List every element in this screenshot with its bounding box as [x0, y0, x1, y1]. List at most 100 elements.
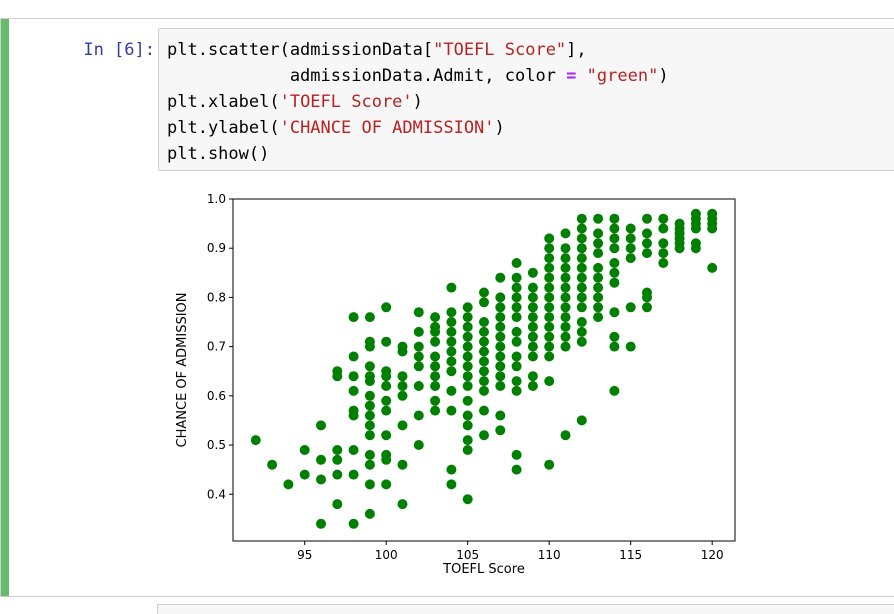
- scatter-point: [348, 371, 359, 382]
- scatter-point: [397, 420, 408, 431]
- scatter-point: [642, 238, 652, 249]
- code-editor[interactable]: plt.scatter(admissionData["TOEFL Score"]…: [158, 28, 894, 171]
- scatter-point: [560, 302, 571, 313]
- scatter-point: [283, 479, 294, 490]
- scatter-point: [364, 410, 375, 421]
- code-line-5: plt.show(): [167, 144, 270, 164]
- scatter-point: [511, 385, 522, 396]
- scatter-point: [364, 390, 375, 401]
- scatter-point: [544, 376, 555, 387]
- scatter-point: [658, 248, 669, 259]
- y-tick-label: 0.6: [207, 389, 226, 403]
- scatter-point: [430, 405, 441, 416]
- scatter-point: [413, 361, 424, 372]
- scatter-point: [642, 213, 652, 224]
- scatter-point: [527, 312, 538, 323]
- scatter-point: [479, 430, 489, 441]
- scatter-point: [544, 262, 555, 273]
- scatter-point: [381, 479, 392, 490]
- scatter-point: [544, 243, 555, 254]
- scatter-point: [609, 385, 620, 396]
- scatter-point: [381, 449, 392, 460]
- scatter-point: [576, 243, 587, 254]
- cell-selection-bar: [1, 19, 9, 596]
- y-tick-label: 0.9: [207, 241, 226, 255]
- scatter-point: [332, 454, 343, 465]
- scatter-point: [690, 208, 701, 219]
- scatter-point: [430, 336, 441, 347]
- x-tick-label: 100: [375, 548, 398, 562]
- scatter-point: [299, 469, 310, 480]
- scatter-point: [446, 464, 457, 475]
- scatter-point: [707, 208, 718, 219]
- scatter-point: [446, 317, 457, 327]
- scatter-point: [593, 302, 604, 313]
- scatter-point: [348, 385, 359, 396]
- scatter-point: [527, 371, 538, 382]
- plot-frame: [232, 198, 736, 542]
- scatter-point: [658, 213, 669, 224]
- scatter-point: [544, 233, 555, 244]
- scatter-point: [544, 282, 555, 293]
- scatter-point: [576, 213, 587, 224]
- y-tick-label: 0.4: [207, 487, 226, 501]
- scatter-point: [479, 287, 489, 298]
- scatter-point: [609, 307, 620, 318]
- scatter-point: [576, 272, 587, 283]
- scatter-point: [560, 253, 571, 264]
- scatter-point: [609, 331, 620, 342]
- scatter-point: [511, 336, 522, 347]
- next-cell-editor[interactable]: [157, 604, 894, 614]
- scatter-point: [544, 341, 555, 352]
- scatter-point: [446, 356, 457, 367]
- scatter-point: [544, 459, 555, 470]
- scatter-point: [593, 213, 604, 224]
- scatter-point: [560, 282, 571, 293]
- scatter-point: [364, 400, 375, 411]
- scatter-point: [446, 385, 457, 396]
- code-line-2: admissionData.Admit, color = "green"): [167, 66, 669, 86]
- scatter-point: [609, 267, 620, 278]
- scatter-point: [593, 312, 604, 323]
- scatter-point: [593, 292, 604, 303]
- code-text[interactable]: plt.scatter(admissionData["TOEFL Score"]…: [167, 37, 669, 167]
- scatter-point: [609, 258, 620, 268]
- scatter-point: [576, 317, 587, 327]
- scatter-point: [642, 248, 652, 259]
- code-line-4: plt.ylabel('CHANCE OF ADMISSION'): [167, 118, 505, 138]
- scatter-point: [462, 435, 473, 446]
- scatter-point: [430, 351, 441, 362]
- scatter-point: [544, 302, 555, 313]
- scatter-point: [576, 262, 587, 273]
- scatter-point: [462, 371, 473, 382]
- scatter-point: [527, 351, 538, 362]
- scatter-point: [674, 218, 685, 229]
- scatter-point: [593, 248, 604, 259]
- scatter-point: [690, 238, 701, 249]
- scatter-point: [495, 351, 506, 362]
- y-tick-label: 0.7: [207, 340, 226, 354]
- scatter-point: [511, 272, 522, 283]
- scatter-point: [511, 351, 522, 362]
- scatter-point: [658, 238, 669, 249]
- scatter-point: [430, 395, 441, 406]
- scatter-point: [511, 326, 522, 337]
- scatter-point: [609, 243, 620, 254]
- scatter-point: [299, 445, 310, 455]
- notebook-cell[interactable]: In [6]: plt.scatter(admissionData["TOEFL…: [0, 18, 894, 597]
- scatter-point: [316, 474, 326, 485]
- scatter-point: [430, 371, 441, 382]
- scatter-point: [462, 341, 473, 352]
- scatter-point: [479, 366, 489, 377]
- scatter-point: [430, 381, 441, 391]
- scatter-point: [527, 302, 538, 313]
- scatter-point: [593, 282, 604, 293]
- scatter-point: [495, 425, 506, 436]
- scatter-point: [511, 361, 522, 372]
- scatter-point: [544, 331, 555, 342]
- scatter-point: [560, 321, 571, 332]
- code-line-3: plt.xlabel('TOEFL Score'): [167, 92, 423, 112]
- scatter-point: [495, 361, 506, 372]
- scatter-point: [658, 223, 669, 234]
- scatter-point: [625, 341, 636, 352]
